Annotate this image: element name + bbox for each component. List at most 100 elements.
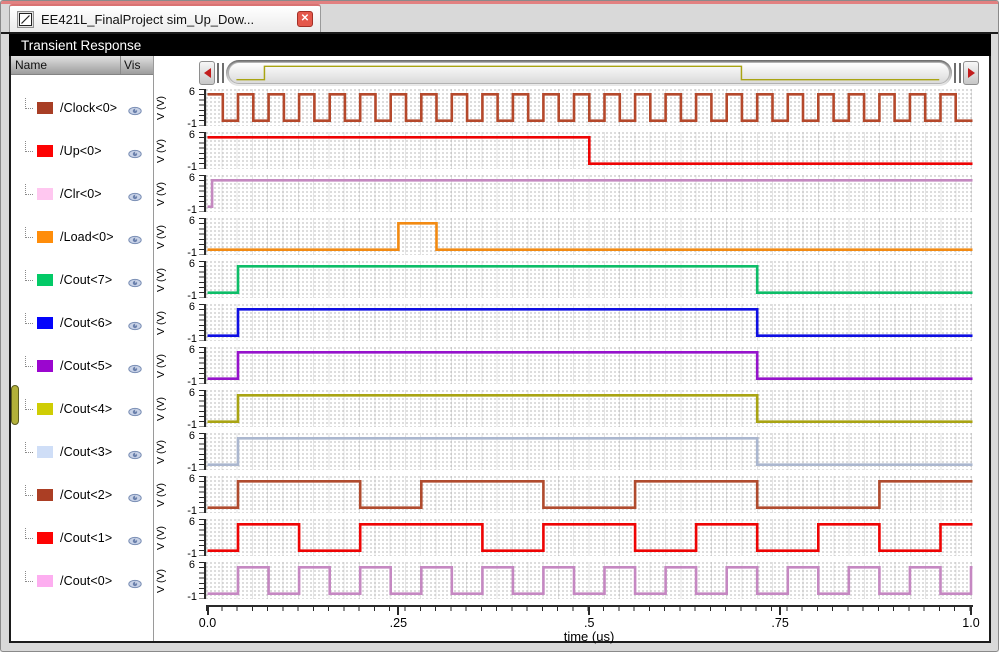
y-max-label: 6	[188, 258, 195, 270]
signal-row[interactable]: /Load<0>	[11, 218, 153, 255]
waveform-strip[interactable]	[206, 89, 973, 126]
tab-bar: EE421L_FinalProject sim_Up_Dow... ✕	[1, 4, 998, 34]
eye-icon[interactable]	[128, 576, 142, 588]
waveform-trace	[207, 566, 973, 595]
tree-branch-icon	[25, 442, 33, 453]
waveform-trace	[207, 265, 973, 294]
eye-icon[interactable]	[128, 490, 142, 502]
x-axis: time (us) 0.0 .25 .5 .75 1.0	[154, 605, 989, 644]
y-min-label: -1	[187, 419, 197, 431]
plot-region: V (V) 6 -1 V (V) 6 -1 V (V) 6 -1 V (V) 6 -1 V (V) 6 -1…	[154, 56, 989, 644]
signal-color-swatch[interactable]	[37, 531, 53, 544]
eye-icon[interactable]	[128, 232, 142, 244]
tree-branch-icon	[25, 313, 33, 324]
signal-label: /Cout<4>	[60, 401, 113, 416]
y-axis-block: V (V) 6 -1	[154, 258, 206, 302]
eye-icon[interactable]	[128, 318, 142, 330]
eye-icon[interactable]	[128, 146, 142, 158]
scroll-left-button[interactable]	[199, 61, 215, 85]
signal-color-swatch[interactable]	[37, 273, 53, 286]
y-axis-ruler	[199, 89, 206, 126]
x-major-tick	[970, 605, 972, 615]
signal-panel: Name Vis /Clock<0> /Up<0> /Clr<0> /Load<0> /…	[11, 56, 153, 641]
tree-branch-icon	[25, 98, 33, 109]
signal-color-swatch[interactable]	[37, 144, 53, 157]
y-axis-ruler	[199, 132, 206, 169]
y-min-label: -1	[187, 462, 197, 474]
y-axis-ruler	[199, 261, 206, 298]
signal-label: /Cout<5>	[60, 358, 113, 373]
eye-icon[interactable]	[128, 447, 142, 459]
name-column-header[interactable]: Name	[15, 58, 48, 72]
waveform-strip[interactable]	[206, 347, 973, 384]
signal-row[interactable]: /Cout<5>	[11, 347, 153, 384]
signal-row[interactable]: /Cout<7>	[11, 261, 153, 298]
signal-color-swatch[interactable]	[37, 402, 53, 415]
strip-marker-handle[interactable]	[11, 385, 19, 425]
y-axis-ruler	[199, 390, 206, 427]
y-max-label: 6	[188, 215, 195, 227]
waveform-strip[interactable]	[206, 175, 973, 212]
signal-color-swatch[interactable]	[37, 488, 53, 501]
waveform-strip[interactable]	[206, 390, 973, 427]
signal-color-swatch[interactable]	[37, 230, 53, 243]
signal-row[interactable]: /Up<0>	[11, 132, 153, 169]
signal-row[interactable]: /Cout<0>	[11, 562, 153, 599]
eye-icon[interactable]	[128, 404, 142, 416]
waveform-strip[interactable]	[206, 433, 973, 470]
signal-row[interactable]: /Cout<2>	[11, 476, 153, 513]
eye-icon[interactable]	[128, 189, 142, 201]
eye-icon[interactable]	[128, 361, 142, 373]
waveform-strip[interactable]	[206, 261, 973, 298]
signal-row[interactable]: /Clock<0>	[11, 89, 153, 126]
waveform-strip[interactable]	[206, 476, 973, 513]
panel-divider[interactable]	[153, 56, 154, 641]
y-axis-block: V (V) 6 -1	[154, 172, 206, 216]
signal-color-swatch[interactable]	[37, 187, 53, 200]
main-content: Name Vis /Clock<0> /Up<0> /Clr<0> /Load<0> /…	[9, 56, 991, 644]
tree-branch-icon	[25, 399, 33, 410]
tab-transient-response[interactable]: EE421L_FinalProject sim_Up_Dow... ✕	[9, 4, 321, 32]
scroll-right-button[interactable]	[963, 61, 979, 85]
eye-icon[interactable]	[128, 275, 142, 287]
x-tick-label: .25	[389, 616, 408, 630]
waveform-strip[interactable]	[206, 519, 973, 556]
signal-row[interactable]: /Clr<0>	[11, 175, 153, 212]
waveform-strip[interactable]	[206, 562, 973, 599]
signal-row[interactable]: /Cout<3>	[11, 433, 153, 470]
signal-color-swatch[interactable]	[37, 574, 53, 587]
vis-column-header[interactable]: Vis	[124, 58, 141, 72]
eye-icon[interactable]	[128, 533, 142, 545]
signal-row[interactable]: /Cout<6>	[11, 304, 153, 341]
y-axis-title: V (V)	[155, 224, 168, 249]
close-icon[interactable]: ✕	[297, 11, 313, 27]
signal-color-swatch[interactable]	[37, 101, 53, 114]
scrollbar-right-grip[interactable]	[954, 63, 961, 83]
horizontal-scrollbar[interactable]	[199, 60, 979, 86]
waveform-trace	[207, 179, 973, 208]
signal-color-swatch[interactable]	[37, 445, 53, 458]
signal-label: /Load<0>	[60, 229, 114, 244]
y-axis-title: V (V)	[155, 525, 168, 550]
signal-label: /Cout<2>	[60, 487, 113, 502]
x-major-tick	[779, 605, 782, 615]
waveform-trace	[207, 93, 973, 122]
y-axis-block: V (V) 6 -1	[154, 473, 206, 517]
signal-row[interactable]: /Cout<1>	[11, 519, 153, 556]
waveform-strip[interactable]	[206, 132, 973, 169]
waveform-strip[interactable]	[206, 304, 973, 341]
eye-icon[interactable]	[128, 103, 142, 115]
signal-color-swatch[interactable]	[37, 359, 53, 372]
scrollbar-trough[interactable]	[226, 60, 952, 86]
scrollbar-left-grip[interactable]	[217, 63, 224, 83]
waveform-trace	[207, 351, 973, 380]
scrollbar-slider[interactable]	[228, 62, 950, 84]
y-min-label: -1	[187, 290, 197, 302]
signal-label: /Up<0>	[60, 143, 102, 158]
signal-color-swatch[interactable]	[37, 316, 53, 329]
y-axis-block: V (V) 6 -1	[154, 86, 206, 130]
signal-row[interactable]: /Cout<4>	[11, 390, 153, 427]
waveform-strip[interactable]	[206, 218, 973, 255]
y-axis-ruler	[199, 218, 206, 255]
